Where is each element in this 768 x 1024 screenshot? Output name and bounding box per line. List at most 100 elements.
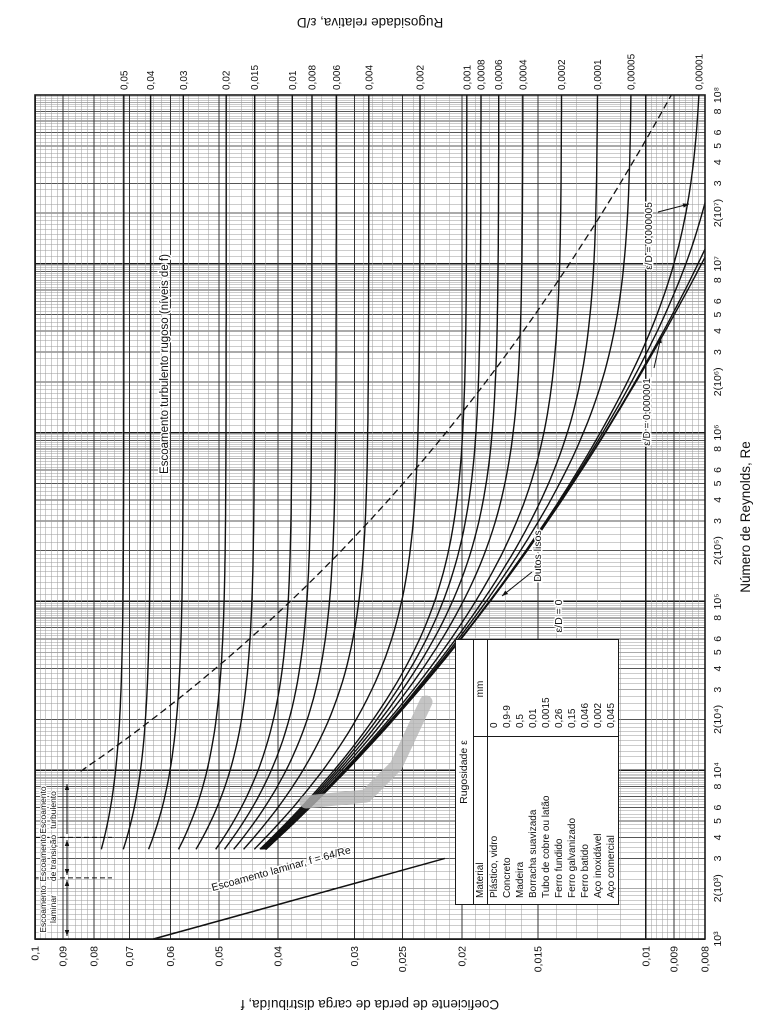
re-tick-label: 6 [712,129,724,135]
f-tick-label: 0,015 [533,946,545,972]
eps-tick-label: 0,04 [146,70,157,90]
eps-tick-label: 0,0001 [593,59,604,90]
f-tick-label: 0,07 [124,946,136,967]
eps-1e-6-label: ε/D = 0,000001 [642,378,653,446]
curve-eps-0.001 [259,95,468,850]
plot-border [34,94,706,940]
mm-cell: 0 [488,722,500,728]
laminar-line-label: Escoamento laminar, f = 64/Re [210,844,352,894]
curve-eps-0.0006 [261,95,500,850]
re-tick-label: 5 [712,480,724,486]
mm-cell: 0,046 [579,702,591,728]
curve-eps-0 [265,95,705,850]
table-row: Aço inoxidável 0,002 [591,640,605,904]
re-tick-label: 3 [712,180,724,186]
re-tick-label: 5 [712,312,724,318]
material-cell: Ferro fundido [552,736,566,904]
fully-rough-boundary-line [80,95,679,772]
eps-tick-label: 0,004 [364,65,375,90]
friction-curves [100,95,705,850]
table-row: Borracha suavizada 0,01 [526,640,540,904]
curve-eps-0.015 [195,95,256,850]
re-tick-label: 8 [712,446,724,452]
smooth-pipes-label: Dutos lisos [532,530,544,581]
y2-axis-title: Rugosidade relativa, ε/D [297,15,444,30]
table-row: Concreto 0,9-9 [500,640,514,904]
zone-label: Escoamento [38,834,48,882]
re-tick-label: 6 [712,298,724,304]
f-tick-label: 0,09 [57,946,69,967]
re-tick-label: 3 [712,518,724,524]
re-tick-label: 6 [712,805,724,811]
eps-5e-6-label: ε/D = 0,000005 [644,202,655,270]
re-tick-label: 8 [712,108,724,114]
re-tick-label: 8 [712,784,724,790]
curve-eps-0.02 [177,95,227,850]
re-tick-label: 10⁸ [712,87,724,103]
re-tick-label: 2(10⁷) [712,199,724,227]
annotation-arrow [501,571,533,597]
eps-tick-label: 0,00001 [694,53,705,90]
material-cell: Ferro batido [578,736,592,904]
eps-tick-label: 0,015 [250,65,261,90]
roughness-table-rows: Plástico, vidro 0 Concreto 0,9-9 Madeira 0,5 B… [487,640,618,904]
re-tick-label: 10⁶ [712,425,724,441]
gray-highlight-stroke [299,695,433,809]
table-row: Madeira 0,5 [513,640,527,904]
eps-tick-label: 0,006 [332,65,343,90]
eps-tick-label: 0,0006 [494,59,505,90]
material-cell: Madeira [513,736,527,904]
rough-zone-label: Escoamento turbulento rugoso (níveis de … [159,254,171,474]
f-tick-label: 0,02 [456,946,468,967]
eps-tick-label: 0,02 [222,70,233,90]
eps-tick-label: 0,03 [179,70,190,90]
mm-cell: 0,9-9 [501,705,513,728]
re-tick-label: 4 [712,159,724,165]
re-tick-label: 4 [712,328,724,334]
roughness-table-header: Material mm [473,640,488,904]
re-tick-label: 4 [712,497,724,503]
re-tick-label: 6 [712,636,724,642]
re-tick-label: 2(10⁶) [712,367,724,396]
eps-zero-label: ε/D = 0 [553,599,565,632]
re-tick-label: 5 [712,143,724,149]
mm-cell: 0,01 [527,708,539,728]
table-row: Ferro fundido 0,26 [552,640,566,904]
curve-eps-0.004 [243,95,370,850]
eps-tick-label: 0,001 [462,65,473,90]
curve-eps-0.0002 [264,95,563,850]
curve-eps-0.008 [223,95,313,850]
curve-eps-0.05 [100,95,125,850]
re-tick-label: 10⁴ [712,762,724,778]
material-cell: Concreto [500,736,514,904]
mm-cell: 0,26 [553,708,565,728]
table-row: Plástico, vidro 0 [487,640,501,904]
eps-tick-label: 0,00005 [626,53,637,90]
eps-tick-label: 0,0008 [477,59,488,90]
curve-eps-0.0004 [262,95,524,850]
mm-cell: 0,002 [592,702,604,728]
roughness-table: Rugosidade ε Material mm Plástico, vidro… [455,639,619,905]
table-row: Tubo de cobre ou latão 0,0015 [539,640,553,904]
material-cell: Tubo de cobre ou latão [539,736,553,904]
f-tick-label: 0,03 [349,946,361,967]
x-axis-title: Número de Reynolds, Re [738,441,753,593]
table-row: Ferro galvanizado 0,15 [565,640,579,904]
re-tick-label: 5 [712,818,724,824]
re-tick-label: 10⁷ [712,256,724,272]
f-tick-label: 0,025 [397,946,409,972]
re-tick-label: 2(10⁵) [712,536,724,565]
re-tick-label: 2(10⁴) [712,705,724,734]
zone-label: Escoamento [38,786,48,834]
eps-tick-label: 0,01 [288,70,299,90]
re-tick-label: 2(10³) [712,874,724,902]
re-tick-label: 4 [712,666,724,672]
f-tick-label: 0,1 [30,946,42,961]
re-tick-label: 4 [712,834,724,840]
f-tick-label: 0,009 [668,946,680,972]
f-tick-label: 0,04 [273,946,285,967]
material-cell: Aço inoxidável [591,736,605,904]
